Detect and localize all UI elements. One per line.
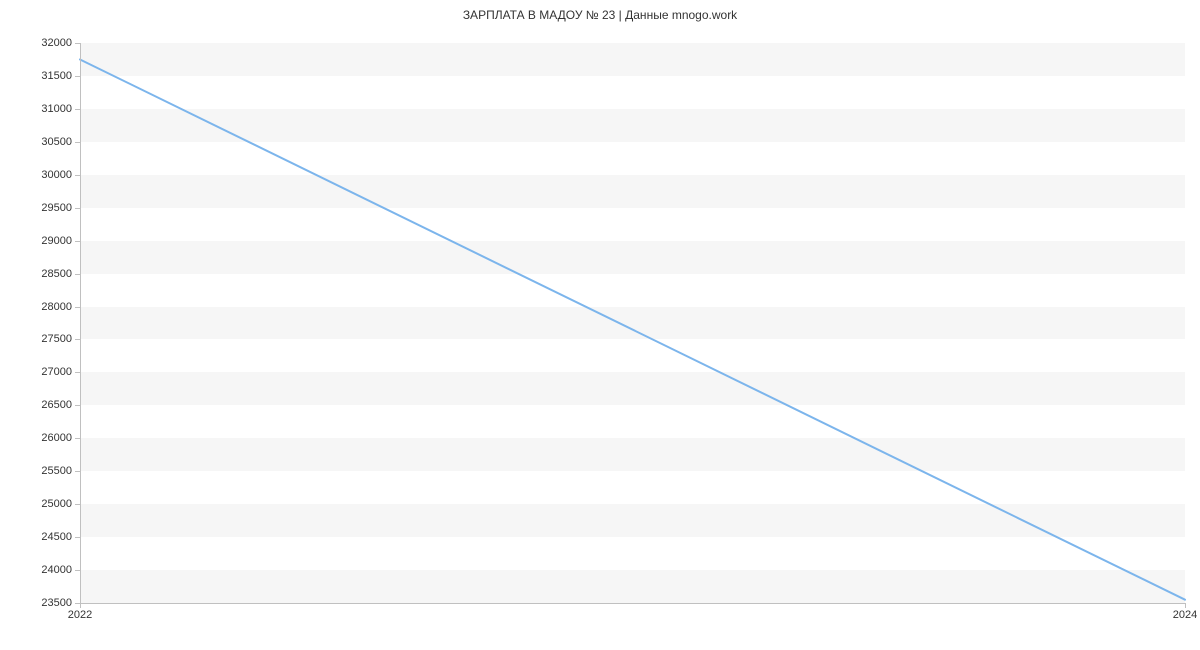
x-tick-mark — [1185, 603, 1186, 608]
series-line-salary — [80, 59, 1185, 599]
x-axis-line — [80, 603, 1185, 604]
y-axis-line — [80, 43, 81, 603]
plot-area: 2350024000245002500025500260002650027000… — [80, 43, 1185, 603]
series-layer — [80, 43, 1185, 603]
chart-title: ЗАРПЛАТА В МАДОУ № 23 | Данные mnogo.wor… — [0, 8, 1200, 22]
